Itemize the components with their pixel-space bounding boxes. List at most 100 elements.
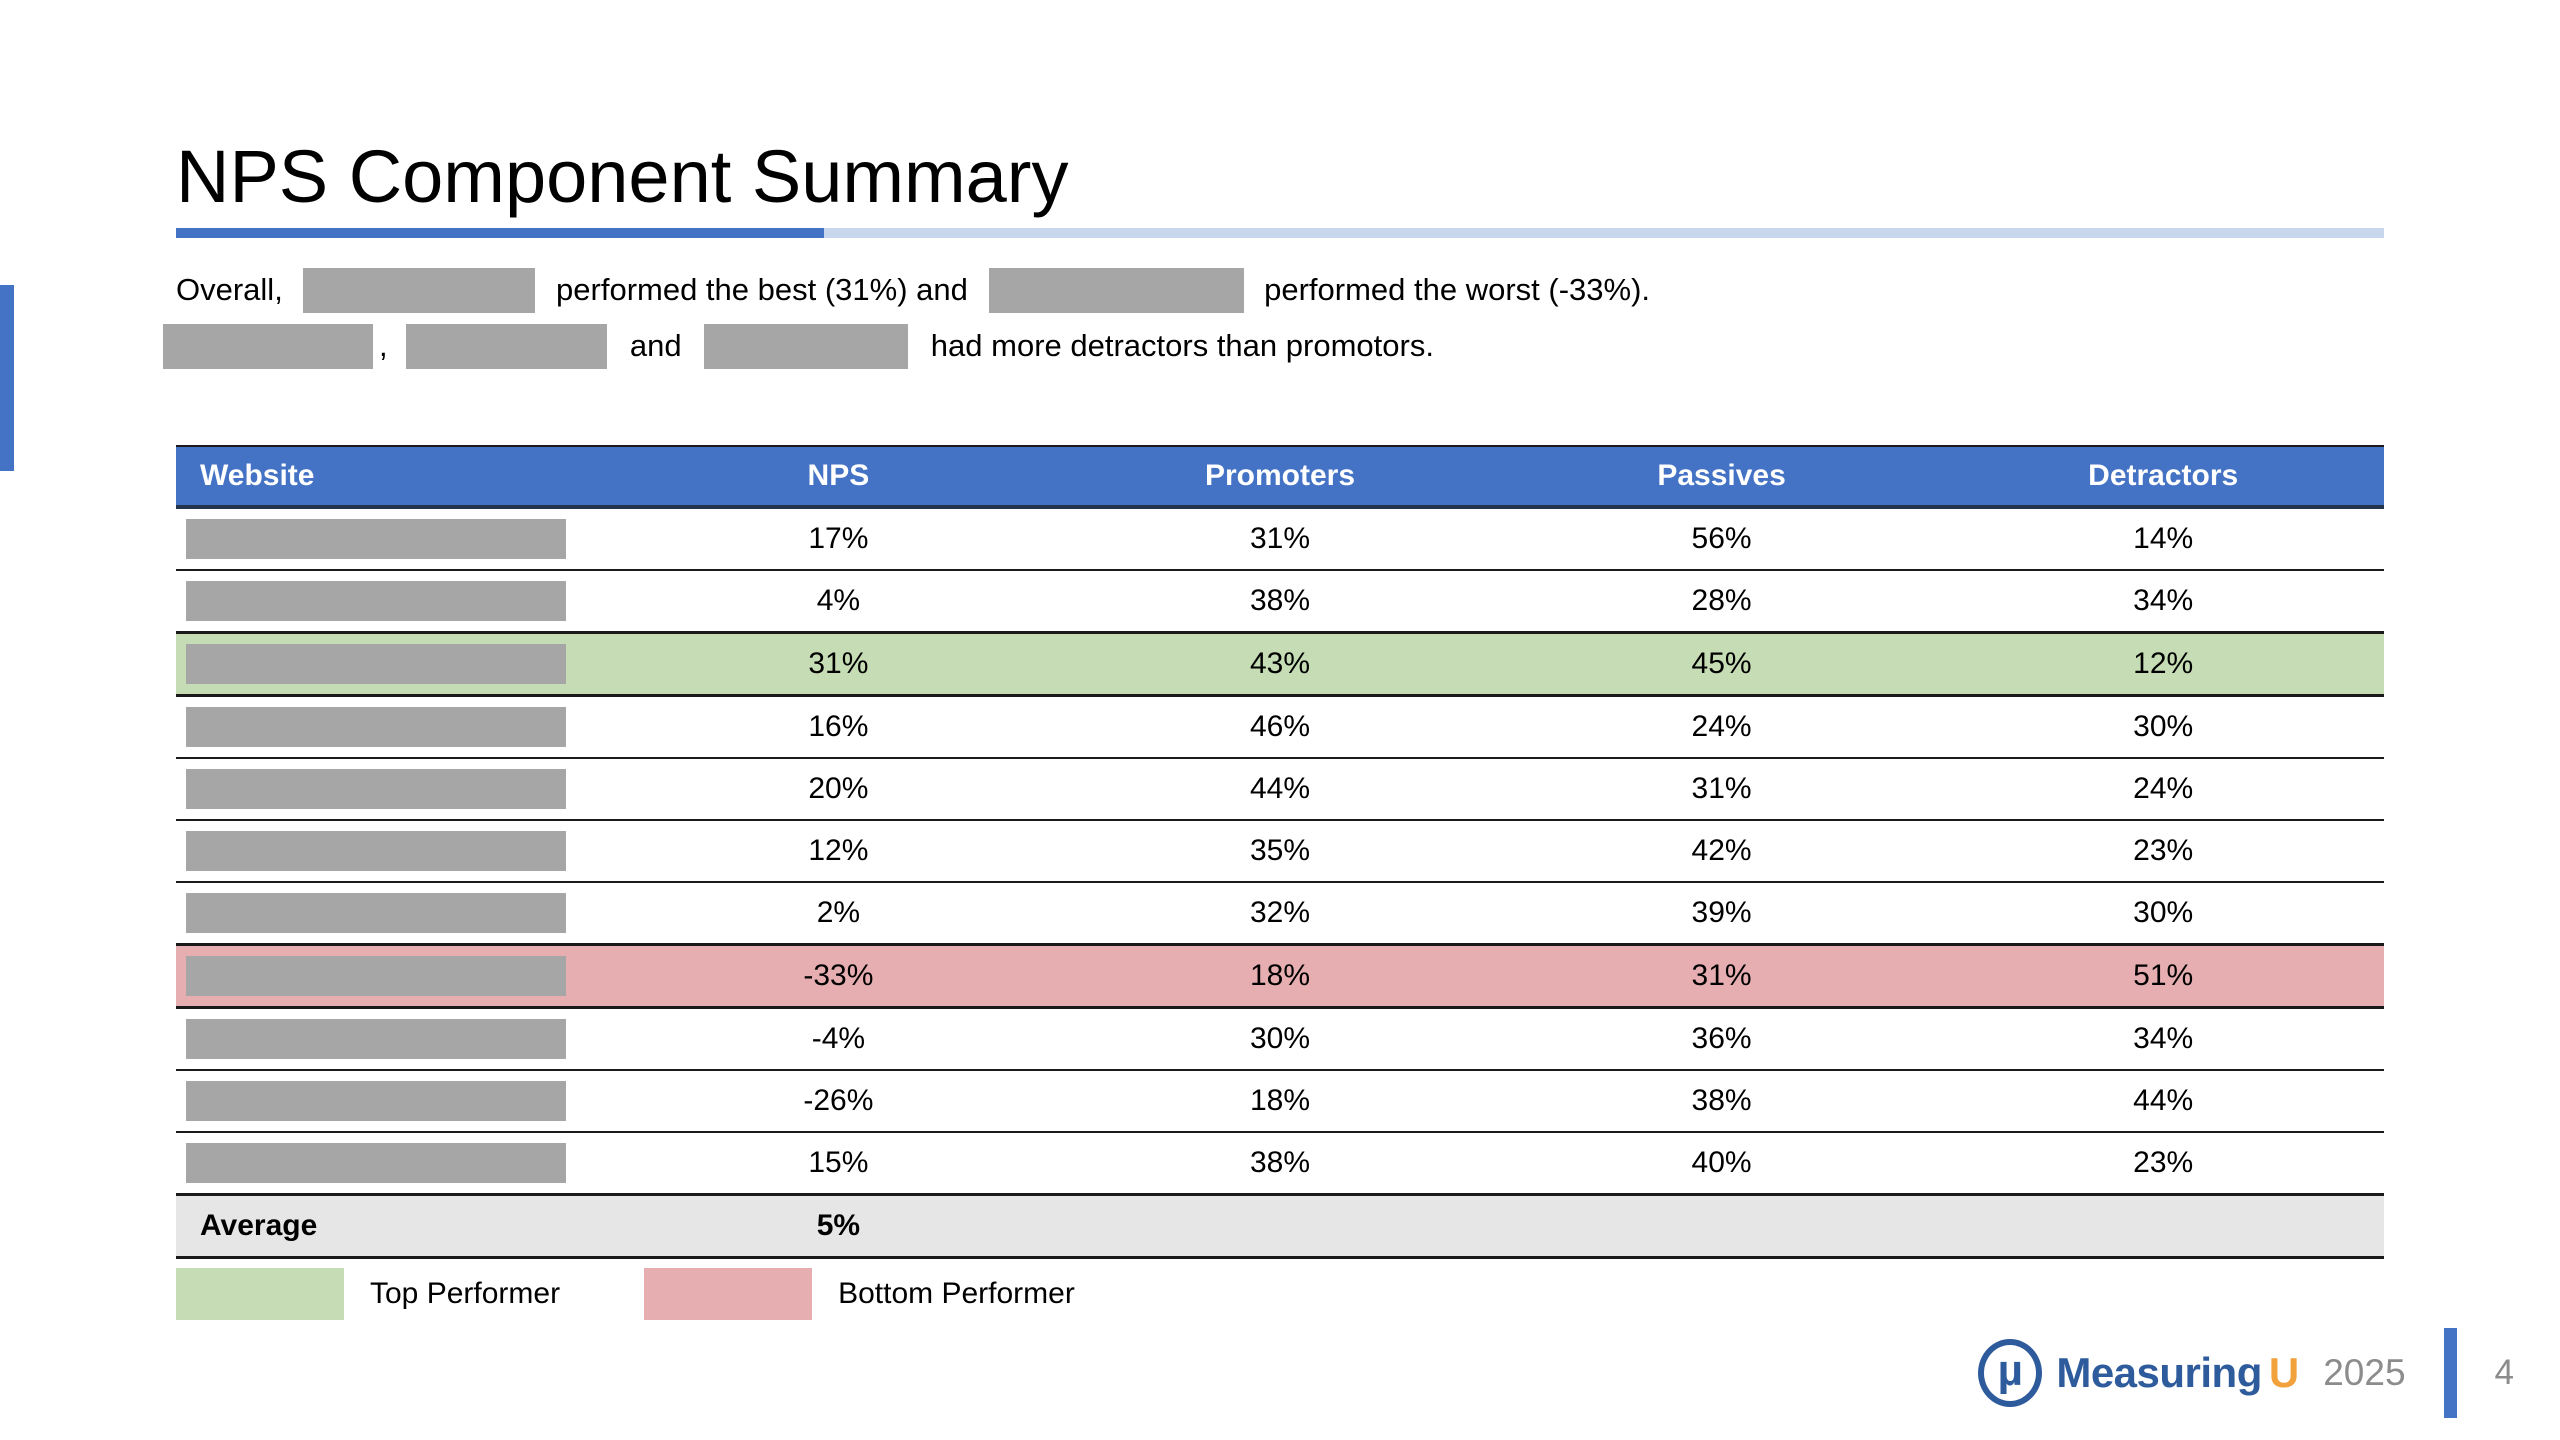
average-empty-cell xyxy=(1942,1193,2384,1259)
page-title: NPS Component Summary xyxy=(176,134,1069,218)
summary-text: had more detractors than promotors. xyxy=(922,328,1434,363)
website-cell xyxy=(176,507,618,571)
website-redaction-box xyxy=(186,956,566,996)
summary-line-1: Overall, performed the best (31%) and pe… xyxy=(163,262,1650,318)
website-cell xyxy=(176,1007,618,1071)
legend-swatch-bottom-performer xyxy=(644,1268,813,1320)
promoters-cell: 35% xyxy=(1059,820,1501,883)
passives-cell: 56% xyxy=(1500,507,1943,571)
table-row: -33% 18% 31% 51% xyxy=(176,943,2384,1009)
average-empty-cell xyxy=(1500,1193,1943,1259)
passives-cell: 45% xyxy=(1500,631,1943,697)
website-cell xyxy=(176,695,618,759)
promoters-cell: 46% xyxy=(1059,695,1501,759)
measuringu-logo-icon: µ xyxy=(1978,1339,2043,1407)
detractors-cell: 30% xyxy=(1942,695,2384,759)
passives-cell: 28% xyxy=(1500,570,1943,634)
redaction-box xyxy=(163,323,373,369)
website-redaction-box xyxy=(186,1143,566,1183)
nps-cell: 12% xyxy=(617,820,1060,883)
header-cell-passives: Passives xyxy=(1500,445,1943,509)
website-cell xyxy=(176,758,618,821)
page-number-divider-bar xyxy=(2443,1328,2457,1418)
title-divider-light-segment xyxy=(824,228,2384,238)
website-cell xyxy=(176,1132,618,1196)
table-row: 15% 38% 40% 23% xyxy=(176,1132,2384,1196)
detractors-cell: 14% xyxy=(1942,507,2384,571)
nps-table: Website NPS Promoters Passives Detractor… xyxy=(176,445,2384,1259)
passives-cell: 31% xyxy=(1500,943,1943,1009)
average-empty-cell xyxy=(1059,1193,1501,1259)
detractors-cell: 23% xyxy=(1942,820,2384,883)
nps-cell: 20% xyxy=(617,758,1060,821)
detractors-cell: 34% xyxy=(1942,1007,2384,1071)
average-label-cell: Average xyxy=(176,1193,618,1259)
table-row: -26% 18% 38% 44% xyxy=(176,1070,2384,1133)
redaction-box xyxy=(303,267,536,313)
website-redaction-box xyxy=(186,1081,566,1121)
website-redaction-box xyxy=(186,769,566,809)
legend-label-bottom-performer: Bottom Performer xyxy=(838,1277,1075,1310)
detractors-cell: 23% xyxy=(1942,1132,2384,1196)
header-cell-detractors: Detractors xyxy=(1942,445,2384,509)
title-divider-dark-segment xyxy=(176,228,824,238)
website-cell xyxy=(176,882,618,946)
nps-cell: 2% xyxy=(617,882,1060,946)
passives-cell: 38% xyxy=(1500,1070,1943,1133)
summary-text: performed the worst (-33%). xyxy=(1255,272,1651,307)
brand-name: Measuring xyxy=(2056,1349,2262,1396)
header-cell-nps: NPS xyxy=(617,445,1060,509)
passives-cell: 24% xyxy=(1500,695,1943,759)
nps-cell: 16% xyxy=(617,695,1060,759)
detractors-cell: 44% xyxy=(1942,1070,2384,1133)
average-nps-cell: 5% xyxy=(617,1193,1060,1259)
table-body: 17% 31% 56% 14% 4% 38% 28% 34% 31% 43% 45% 12% 16% 46… xyxy=(176,507,2384,1259)
redaction-box xyxy=(988,267,1244,313)
table-row: 17% 31% 56% 14% xyxy=(176,507,2384,571)
promoters-cell: 18% xyxy=(1059,1070,1501,1133)
redaction-box xyxy=(406,323,608,369)
detractors-cell: 34% xyxy=(1942,570,2384,634)
detractors-cell: 51% xyxy=(1942,943,2384,1009)
nps-cell: -26% xyxy=(617,1070,1060,1133)
average-row: Average 5% xyxy=(176,1193,2384,1259)
passives-cell: 40% xyxy=(1500,1132,1943,1196)
table-header-row: Website NPS Promoters Passives Detractor… xyxy=(176,445,2384,509)
detractors-cell: 12% xyxy=(1942,631,2384,697)
passives-cell: 36% xyxy=(1500,1007,1943,1071)
website-cell xyxy=(176,820,618,883)
summary-line-2: , and had more detractors than promotors… xyxy=(163,318,1650,374)
promoters-cell: 43% xyxy=(1059,631,1501,697)
nps-cell: -33% xyxy=(617,943,1060,1009)
passives-cell: 39% xyxy=(1500,882,1943,946)
website-redaction-box xyxy=(186,707,566,747)
footer: µ Measuring U 2025 4 xyxy=(1978,1328,2514,1418)
legend-label-top-performer: Top Performer xyxy=(370,1277,561,1310)
promoters-cell: 18% xyxy=(1059,943,1501,1009)
mu-glyph: µ xyxy=(1997,1346,2023,1395)
passives-cell: 31% xyxy=(1500,758,1943,821)
summary-text: performed the best (31%) and xyxy=(547,272,977,307)
website-redaction-box xyxy=(186,831,566,871)
promoters-cell: 31% xyxy=(1059,507,1501,571)
website-redaction-box xyxy=(186,581,566,621)
summary-paragraph: Overall, performed the best (31%) and pe… xyxy=(163,262,1650,374)
summary-text: Overall, xyxy=(176,272,292,307)
promoters-cell: 30% xyxy=(1059,1007,1501,1071)
passives-cell: 42% xyxy=(1500,820,1943,883)
legend-swatch-top-performer xyxy=(176,1268,344,1320)
table-row: 16% 46% 24% 30% xyxy=(176,695,2384,759)
website-cell xyxy=(176,943,618,1009)
promoters-cell: 44% xyxy=(1059,758,1501,821)
left-accent-bar xyxy=(0,285,14,471)
summary-text: and xyxy=(621,328,691,363)
website-cell xyxy=(176,570,618,634)
header-cell-website: Website xyxy=(176,445,618,509)
redaction-box xyxy=(704,323,909,369)
page-number: 4 xyxy=(2494,1353,2514,1392)
title-divider xyxy=(176,228,2384,238)
promoters-cell: 32% xyxy=(1059,882,1501,946)
brand-name-accent: U xyxy=(2268,1349,2300,1396)
website-redaction-box xyxy=(186,519,566,559)
